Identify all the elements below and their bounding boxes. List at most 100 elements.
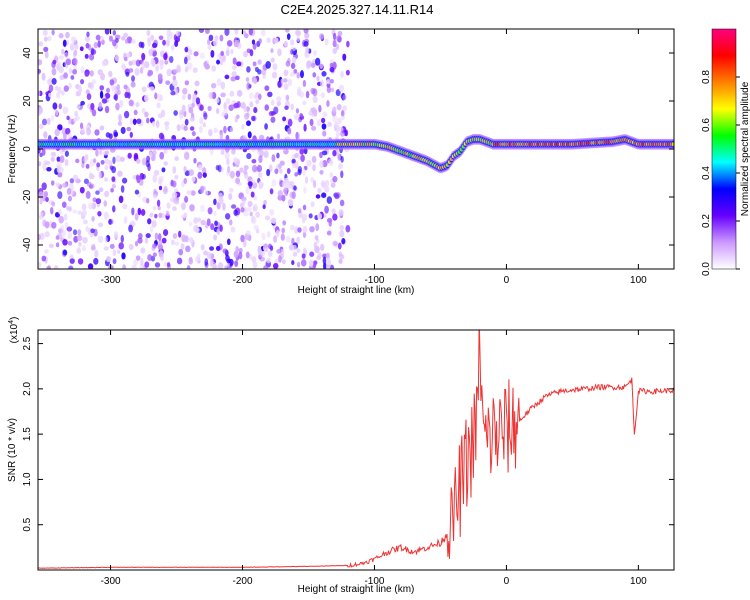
spectrogram-noise-cell <box>321 117 326 124</box>
spectrogram-noise-cell <box>70 36 77 43</box>
spectrogram-noise-cell <box>163 161 168 166</box>
snr-panel: -300 -200 -100 0 100 0.5 1.0 1.5 2.0 2.5 Height o… <box>7 317 675 595</box>
spectrogram-noise-cell <box>69 258 75 264</box>
spectrogram-noise-cell <box>95 190 100 195</box>
spectrogram-noise-cell <box>258 181 262 186</box>
spectrogram-noise-cell <box>339 199 345 207</box>
snr-background <box>38 330 674 570</box>
spectrogram-noise-cell <box>261 232 266 241</box>
spectrogram-noise-cell <box>224 29 230 36</box>
spectrogram-noise-cell <box>55 235 60 240</box>
spectrogram-noise-cell <box>270 48 274 53</box>
spectrogram-noise-cell <box>172 232 178 239</box>
spectrogram-noise-cell <box>197 171 203 179</box>
spectrogram-noise-cell <box>276 152 280 159</box>
spectrogram-noise-cell <box>63 213 68 221</box>
spectrogram-noise-cell <box>245 251 250 259</box>
spectrogram-noise-cell <box>290 62 296 69</box>
spectrogram-noise-cell <box>155 65 159 72</box>
spectrogram-noise-cell <box>38 161 42 167</box>
spectrogram-noise-cell <box>128 68 134 73</box>
spectrogram-noise-cell <box>324 205 329 214</box>
spectrogram-noise-cell <box>68 82 72 89</box>
spectrogram-noise-cell <box>184 170 190 177</box>
spectrogram-noise-cell <box>340 71 344 78</box>
spectrogram-noise-cell <box>312 50 317 56</box>
spectrogram-noise-cell <box>145 117 150 124</box>
snr-ytick-label: 1.5 <box>22 427 33 441</box>
spectrogram-noise-cell <box>226 258 232 264</box>
spectrogram-noise-cell <box>200 219 206 226</box>
spectrogram-noise-cell <box>223 265 228 269</box>
spectrogram-noise-cell <box>317 251 322 259</box>
spectrogram-noise-cell <box>98 101 102 110</box>
spectrogram-noise-cell <box>253 77 258 84</box>
spectrogram-noise-cell <box>311 125 317 131</box>
spectrogram-noise-cell <box>58 33 64 39</box>
spectrogram-noise-cell <box>233 250 239 258</box>
spectrogram-noise-cell <box>231 71 237 78</box>
spectrogram-noise-cell <box>278 254 282 263</box>
spectrogram-noise-cell <box>178 248 184 256</box>
spectrogram-noise-cell <box>94 249 99 258</box>
spectrogram-noise-cell <box>326 258 331 266</box>
spectrogram-noise-cell <box>151 220 157 228</box>
spectrogram-noise-cell <box>59 74 65 81</box>
chart-title: C2E4.2025.327.14.11.R14 <box>281 2 434 17</box>
spectrogram-noise-cell <box>291 244 297 251</box>
spectrogram-noise-cell <box>322 111 328 118</box>
spectrogram-noise-cell <box>156 102 161 109</box>
spectrogram-noise-cell <box>303 41 309 47</box>
spectrogram-noise-cell <box>199 52 206 59</box>
spectrogram-noise-cell <box>240 101 246 109</box>
spectrogram-noise-cell <box>192 93 198 100</box>
spectrogram-noise-cell <box>319 79 324 88</box>
spectrogram-noise-cell <box>41 118 48 126</box>
spectrogram-noise-cell <box>51 201 56 207</box>
spectrogram-noise-cell <box>59 225 65 231</box>
spectrogram-noise-cell <box>131 75 135 82</box>
colorbar-tick-label: 0.0 <box>701 262 712 276</box>
spectrogram-noise-cell <box>161 167 166 173</box>
spectrogram-noise-cell <box>67 231 73 240</box>
spectrogram-noise-cell <box>163 52 168 61</box>
spectrogram-noise-cell <box>118 242 125 250</box>
spectrogram-noise-cell <box>207 44 212 50</box>
spectrogram-noise-cell <box>329 264 335 269</box>
spectrogram-noise-cell <box>67 195 72 202</box>
spectrogram-noise-cell <box>291 191 296 200</box>
spectrogram-noise-cell <box>246 82 251 90</box>
spectrogram-noise-cell <box>104 190 110 198</box>
spectrogram-noise-cell <box>283 69 289 77</box>
snr-ytick-label: 2.0 <box>22 381 33 395</box>
spectrogram-noise-cell <box>104 177 109 182</box>
spectrogram-noise-cell <box>243 165 249 171</box>
spectrogram-noise-cell <box>86 93 92 101</box>
spectrogram-noise-cell <box>211 65 217 72</box>
spectrogram-noise-cell <box>95 198 102 205</box>
spectrogram-noise-cell <box>38 90 41 97</box>
spectrogram-noise-cell <box>133 259 138 266</box>
spectrogram-noise-cell <box>58 215 64 224</box>
spectrogram-noise-cell <box>317 213 323 220</box>
spectrogram-noise-cell <box>301 213 308 222</box>
spectrogram-noise-cell <box>291 158 296 164</box>
spectrogram-noise-cell <box>204 258 209 266</box>
spectrogram-noise-cell <box>342 94 347 101</box>
spectrogram-noise-cell <box>224 74 230 80</box>
spectrogram-noise-cell <box>185 245 191 253</box>
spectrogram-noise-cell <box>190 190 196 196</box>
spectrogram-noise-cell <box>62 182 68 188</box>
spectrogram-noise-cell <box>68 206 72 212</box>
snr-exponent-close: ) <box>9 317 20 320</box>
spectrogram-noise-cell <box>184 67 189 73</box>
spectrogram-noise-cell <box>199 125 203 134</box>
spectrogram-noise-cell <box>249 101 254 108</box>
spectrogram-noise-cell <box>62 39 67 47</box>
spectrogram-noise-cell <box>121 177 128 184</box>
spectrogram-noise-cell <box>89 70 94 77</box>
spectrogram-noise-cell <box>255 211 260 218</box>
spectrogram-noise-cell <box>229 170 235 179</box>
snr-ytick-label: 1.0 <box>22 472 33 486</box>
spectrogram-noise-cell <box>207 39 211 46</box>
